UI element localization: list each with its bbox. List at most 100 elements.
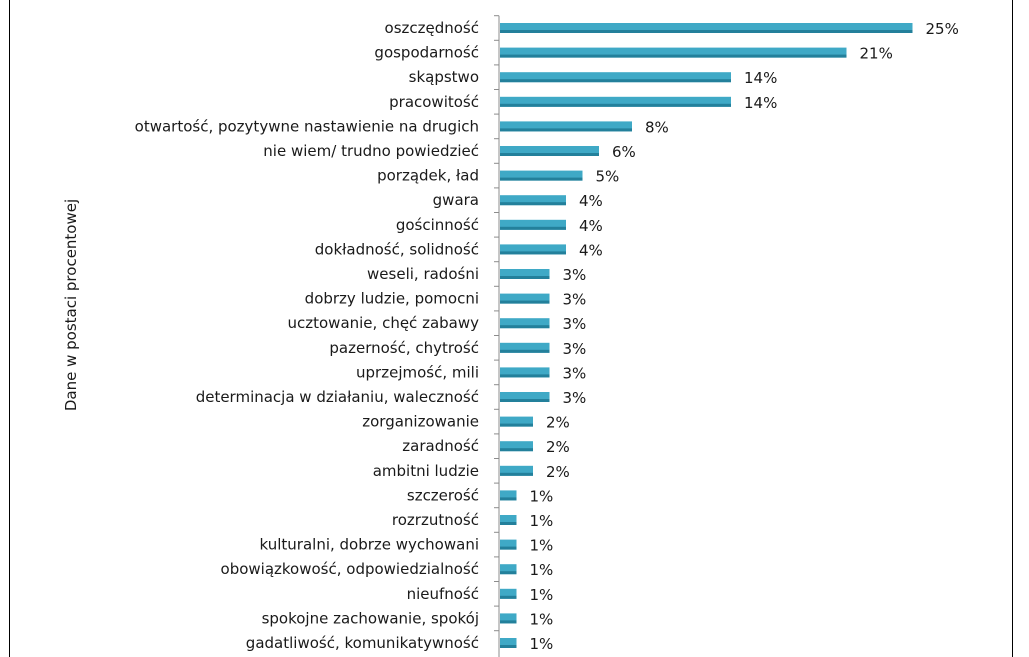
bar-shade [500,423,533,427]
data-label: 3% [563,266,587,284]
category-label: uprzejmość, mili [356,363,479,381]
bar [500,318,550,329]
category-label: oszczędność [385,19,479,37]
bar [500,441,533,452]
bar-shade [500,276,550,279]
bar-shade [500,595,517,599]
data-label: 1% [530,610,554,628]
category-label: rozrzutność [392,511,479,529]
data-label: 3% [563,364,587,382]
bar-shade [500,374,550,378]
bar-shade [500,226,566,230]
bar [500,490,517,501]
bar [500,47,847,58]
category-label: nieufność [407,585,479,603]
bar-shade [500,30,913,33]
data-label: 8% [645,118,669,136]
data-label: 1% [530,512,554,530]
category-label: weseli, radośni [367,265,479,283]
data-label: 3% [563,389,587,407]
bar-shade [500,399,550,402]
data-label: 1% [530,537,554,555]
category-label: porządek, ład [377,167,479,185]
data-label: 3% [563,291,587,309]
y-axis-label: Dane w postaci procentowej [62,199,80,411]
data-label: 4% [579,217,603,235]
data-label: 1% [530,487,554,505]
bar [500,146,599,156]
bar-shade [500,620,517,624]
bar-shade [500,103,731,107]
bar-shade [500,251,566,255]
category-label: dokładność, solidność [315,240,479,258]
chart-frame [9,0,1013,657]
category-label: zaradność [402,437,479,455]
bar [500,342,550,353]
data-label: 1% [530,561,554,579]
bar-shade [500,300,550,304]
data-label: 4% [579,241,603,259]
bar-shade [500,645,517,648]
bar [500,613,517,624]
data-label: 5% [596,168,620,186]
bar [500,170,583,181]
category-label: kulturalni, dobrze wychowani [260,536,480,554]
data-label: 3% [563,315,587,333]
bar-shade [500,128,632,132]
bar-shade [500,153,599,156]
data-label: 14% [744,69,777,87]
data-label: 2% [546,463,570,481]
bar-shade [500,522,517,525]
bar [500,539,517,550]
bar-shade [500,448,533,452]
bars [500,23,913,648]
value-labels: 25% 21% 14% 14% 8% 6% 5% 4% 4% 4% 3% 3% 3% 3% 3% 3% 2% 2%… [530,20,959,653]
category-label: pazerność, chytrość [329,339,479,357]
bar-shade [500,177,583,181]
data-label: 25% [926,20,959,38]
bar [500,515,517,525]
category-label: spokojne zachowanie, spokój [262,609,479,627]
data-label: 21% [860,45,893,63]
bar [500,293,550,304]
category-label: gościnność [396,216,479,234]
bar [500,72,731,83]
category-label: determinacja w działaniu, waleczność [196,388,479,406]
category-label: szczerość [407,486,479,504]
data-label: 1% [530,586,554,604]
bar [500,392,550,402]
bar-shade [500,472,533,476]
bar [500,269,550,279]
data-label: 4% [579,192,603,210]
category-label: zorganizowanie [362,413,479,431]
category-label: gospodarność [374,44,479,62]
bar [500,638,517,648]
bar [500,367,550,378]
bar-shade [500,79,731,83]
category-label: obowiązkowość, odpowiedzialność [221,560,479,578]
category-label: dobrzy ludzie, pomocni [305,290,479,308]
data-label: 6% [612,143,636,161]
bar [500,244,566,255]
bar [500,121,632,132]
bar-shade [500,497,517,501]
bar [500,23,913,33]
bar [500,96,731,107]
bar [500,588,517,599]
bar-shade [500,54,847,58]
category-label: ucztowanie, chęć zabawy [287,314,479,332]
bar [500,195,566,206]
bar-shade [500,325,550,329]
category-label: ambitni ludzie [373,462,479,480]
data-label: 2% [546,438,570,456]
bar-shade [500,349,550,353]
category-label: gadatliwość, komunikatywność [246,634,479,652]
data-label: 1% [530,635,554,653]
data-label: 2% [546,414,570,432]
bar-shade [500,571,517,575]
bar [500,416,533,427]
category-label: pracowitość [389,93,479,111]
category-label: nie wiem/ trudno powiedzieć [263,142,479,160]
axis [494,15,500,657]
